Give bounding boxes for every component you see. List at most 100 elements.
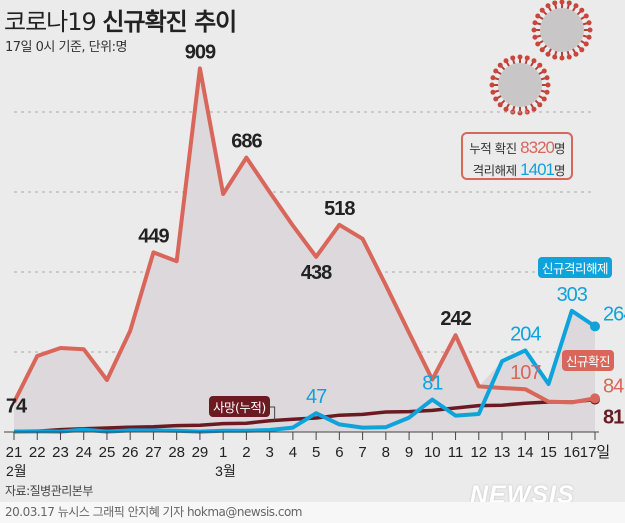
title-plain: 코로나19 xyxy=(4,8,103,36)
chart-svg: 21 22 23 24 25 26 27 28 29 1 2 3 4 5 6 7 8 9 10 11 12 13 14 15 1… xyxy=(4,0,625,479)
x-tick-label: 8 xyxy=(382,444,390,461)
virus-spike-tip xyxy=(535,41,541,47)
virus-spike-tip xyxy=(544,75,550,81)
virus-spike-tip xyxy=(541,68,547,74)
virus-spike-tip xyxy=(531,106,537,112)
x-tick-label: 4 xyxy=(289,444,297,461)
data-label: 81 xyxy=(603,407,624,429)
virus-spike-tip xyxy=(490,89,496,95)
virus-spike-tip xyxy=(539,47,545,53)
month-label: 3월 xyxy=(215,463,236,479)
virus-body-icon xyxy=(498,63,542,107)
unit: 명 xyxy=(553,163,566,178)
deaths-series-tag: 사망(누적) xyxy=(209,396,270,417)
virus-spike-tip xyxy=(545,51,551,57)
virus-spike-tip xyxy=(552,54,558,60)
data-label: 303 xyxy=(557,284,588,306)
x-tick-label: 29 xyxy=(192,444,209,461)
x-tick-label: 9 xyxy=(405,444,413,461)
x-tick-label: 10 xyxy=(424,444,441,461)
virus-spike-tip xyxy=(545,82,551,88)
gridlines xyxy=(14,111,595,353)
virus-spike-tip xyxy=(544,89,550,95)
virus-spike-tip xyxy=(532,20,538,26)
virus-spike-tip xyxy=(535,13,541,19)
data-label: 438 xyxy=(301,262,332,284)
virus-spike-tip xyxy=(537,62,543,68)
x-tick-label: 24 xyxy=(75,444,92,461)
confirmed-end-marker xyxy=(590,393,600,404)
data-label: 74 xyxy=(6,395,28,417)
x-tick-label: 21 xyxy=(6,444,23,461)
x-tick-label: 27 xyxy=(145,444,162,461)
chart-subtitle: 17일 0시 기준, 단위:명 xyxy=(5,40,127,55)
x-tick-label: 22 xyxy=(29,444,46,461)
x-tick-label: 2 xyxy=(242,444,250,461)
confirmed-line xyxy=(12,66,596,405)
x-tick-label: 5 xyxy=(312,444,320,461)
virus-spike-tip xyxy=(586,20,592,26)
virus-spike-tip xyxy=(559,0,565,5)
credit-bar: 20.03.17 뉴시스 그래픽 안지혜 기자 hokma@newsis.com xyxy=(0,502,625,523)
x-tick-label: 15 xyxy=(540,444,557,461)
data-label: 107 xyxy=(510,362,541,384)
x-tick-label: 12 xyxy=(470,444,487,461)
x-tick-label: 25 xyxy=(99,444,116,461)
virus-spike-tip xyxy=(490,75,496,81)
virus-spike-tip xyxy=(573,3,579,9)
released-end-marker xyxy=(590,321,600,332)
virus-illustration xyxy=(489,0,593,116)
virus-spike-tip xyxy=(510,55,516,61)
released-value: 1401 xyxy=(520,160,555,179)
data-label: 909 xyxy=(185,41,216,63)
virus-spike-tip xyxy=(539,7,545,13)
confirmed-series-tag: 신규확진 xyxy=(562,350,615,371)
virus-spike-tip xyxy=(559,55,565,61)
month-label: 2월 xyxy=(6,463,27,479)
virus-spike-tip xyxy=(489,82,495,88)
virus-spike-tip xyxy=(566,0,572,6)
data-label: 518 xyxy=(324,198,355,220)
virus-spike-tip xyxy=(566,54,572,60)
virus-spike-tip xyxy=(573,51,579,57)
virus-spike-tip xyxy=(587,27,593,33)
virus-spike-tip xyxy=(503,58,509,64)
virus-spike-tip xyxy=(583,13,589,19)
data-label: 204 xyxy=(510,323,541,345)
virus-spike-tip xyxy=(579,47,585,53)
virus-spike-tip xyxy=(497,62,503,68)
virus-spike-tip xyxy=(531,58,537,64)
virus-spike-tip xyxy=(517,54,523,60)
title-bold: 신규확진 추이 xyxy=(102,8,237,36)
area-under-lines xyxy=(14,68,595,433)
area-fills xyxy=(14,68,595,433)
virus-spike-tip xyxy=(531,27,537,33)
data-label: 264 xyxy=(603,303,625,325)
x-tick-label: 17일 xyxy=(580,444,611,461)
data-label: 686 xyxy=(231,131,262,153)
virus-spike-tip xyxy=(583,41,589,47)
x-tick-label: 14 xyxy=(517,444,534,461)
virus-spike-tip xyxy=(503,106,509,112)
x-tick-label: 6 xyxy=(335,444,343,461)
data-labels: 74 449 909 686 438 518 242 107 84 81 47 81 204 303 264 xyxy=(6,41,625,428)
virus-spike-tip xyxy=(493,68,499,74)
data-label: 47 xyxy=(306,386,327,408)
virus-body-icon xyxy=(540,8,584,52)
totals-legend: 누적 확진 8320명 격리해제 1401명 xyxy=(461,132,573,180)
data-label: 84 xyxy=(603,375,624,397)
virus-spike-tip xyxy=(537,102,543,108)
released-label: 격리해제 xyxy=(472,163,521,178)
released-series-tag: 신규격리해제 xyxy=(538,257,613,278)
x-tick-label: 28 xyxy=(168,444,185,461)
x-tick-label: 1 xyxy=(219,444,227,461)
virus-spike-tip xyxy=(517,110,523,116)
x-tick-label: 23 xyxy=(52,444,69,461)
x-tick-label: 26 xyxy=(122,444,139,461)
x-tick-label: 13 xyxy=(494,444,511,461)
x-axis: 21 22 23 24 25 26 27 28 29 1 2 3 4 5 6 7 8 9 10 11 12 13 14 15 1… xyxy=(4,406,611,479)
virus-spike-tip xyxy=(524,55,530,61)
unit: 명 xyxy=(553,141,566,156)
x-tick-label: 3 xyxy=(265,444,273,461)
x-tick-label: 11 xyxy=(448,444,464,461)
